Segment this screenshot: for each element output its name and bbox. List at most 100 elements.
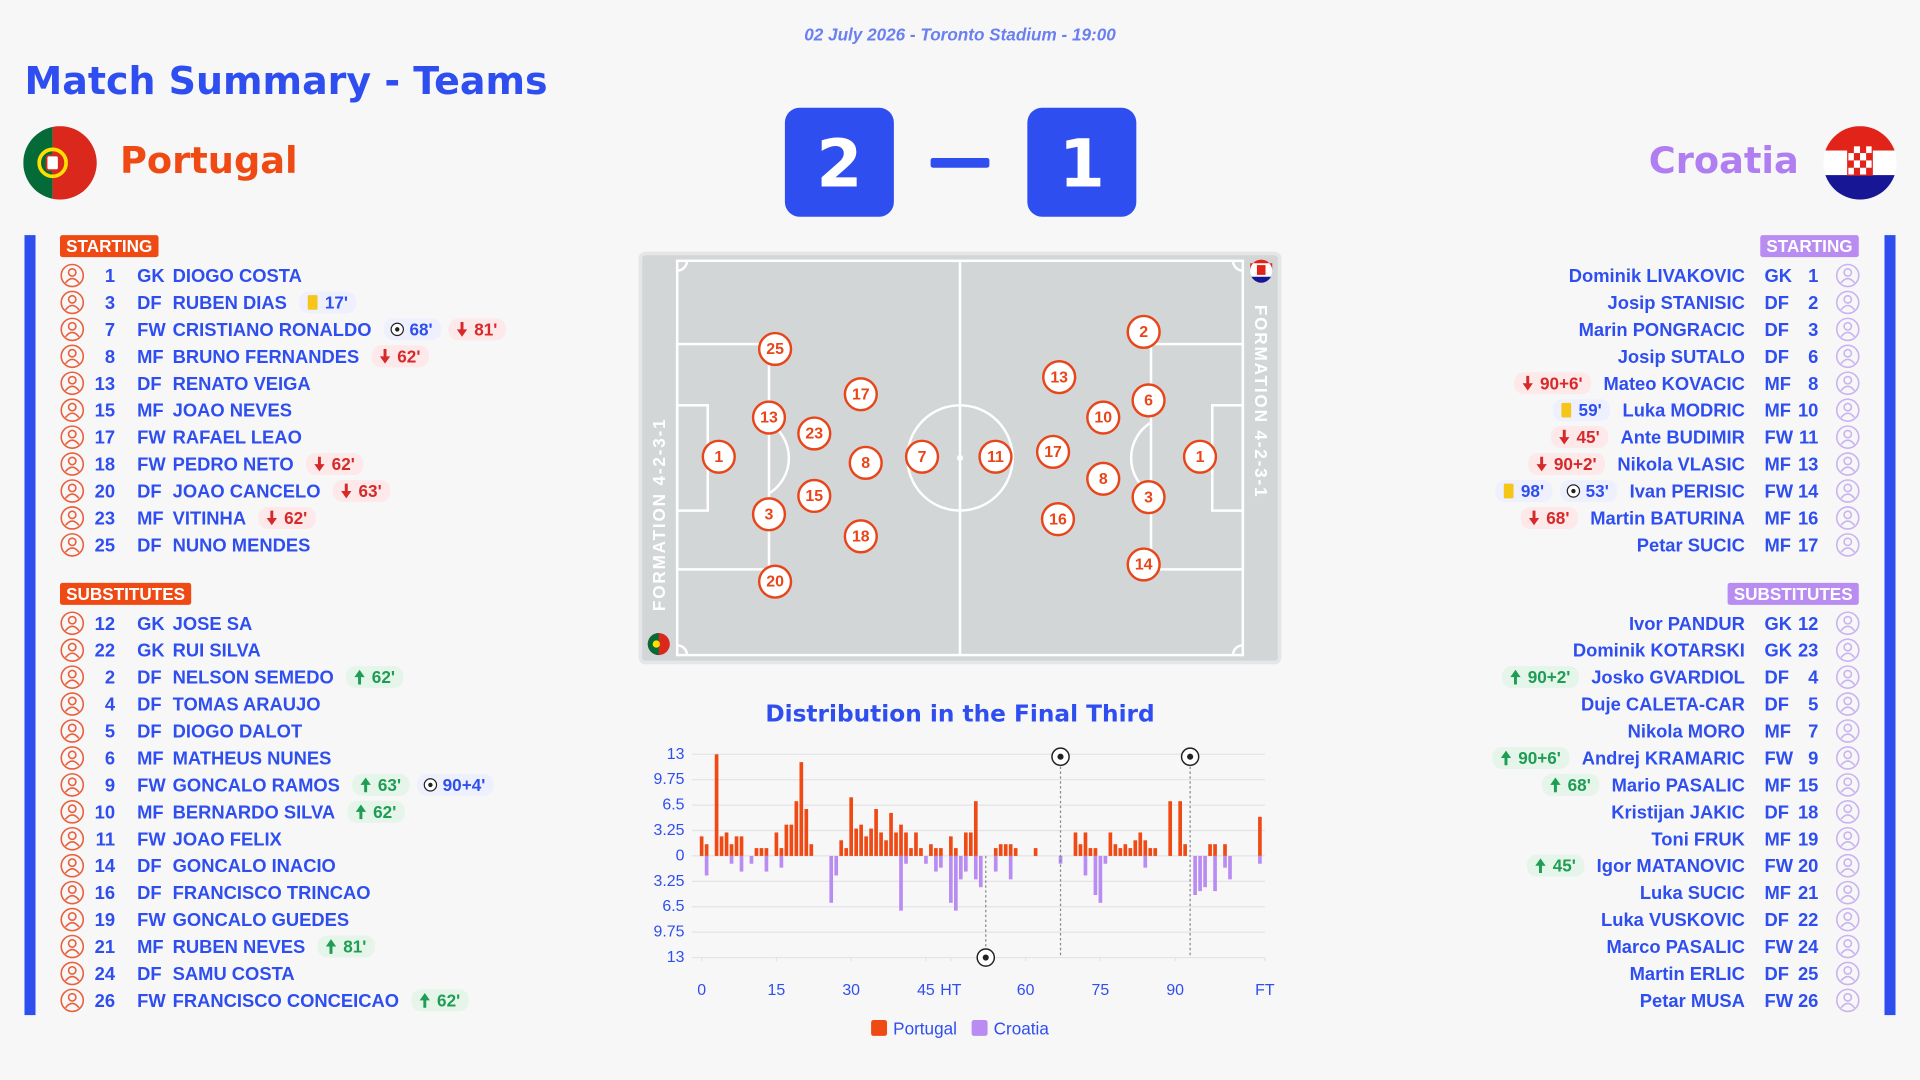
y-tick-label: 6.5 (662, 797, 684, 814)
player-number: 17 (1798, 534, 1818, 555)
pitch-player-number: 2 (1139, 324, 1148, 341)
home-team-name: Portugal (120, 139, 298, 182)
icon-head (1843, 885, 1853, 895)
icon-body (64, 439, 80, 446)
sub-off-arrow (1528, 510, 1540, 526)
icon-head (67, 723, 77, 733)
icon-head (1843, 669, 1853, 679)
bar (973, 801, 978, 856)
player-name: Josko GVARDIOL (1591, 667, 1745, 688)
icon-body (64, 625, 80, 632)
player-position: DF (1764, 801, 1788, 822)
player-icon (1835, 611, 1860, 636)
bar (934, 855, 938, 872)
icon-head (67, 429, 77, 439)
bar (809, 844, 814, 856)
player-icon (1835, 800, 1860, 824)
player-icon (1835, 826, 1860, 851)
bar (784, 824, 789, 856)
event-minute: 62' (373, 802, 396, 822)
player-name: Ivor PANDUR (1629, 613, 1745, 634)
icon-body (1840, 520, 1856, 526)
player-position: MF (1764, 373, 1791, 394)
player-position: FW (137, 319, 166, 340)
player-position: GK (137, 640, 165, 661)
player-name: RUBEN DIAS (173, 292, 287, 313)
sub-on-arrow (360, 777, 371, 793)
player-number: 23 (95, 507, 115, 528)
player-icon (1835, 506, 1860, 530)
away-score: 1 (1059, 126, 1105, 203)
icon-head (1843, 402, 1853, 412)
bar (1008, 855, 1013, 880)
player-icon (1835, 452, 1860, 476)
player-number: 7 (1808, 721, 1818, 742)
event-minute: 90+2' (1554, 454, 1597, 474)
player-icon (60, 344, 85, 369)
bar (1143, 840, 1148, 856)
bar (1003, 844, 1008, 856)
bar (779, 855, 784, 868)
icon-body (64, 304, 80, 311)
bar (1198, 855, 1202, 892)
icon-head (67, 642, 77, 652)
home-score: 2 (816, 126, 862, 203)
icon-ring (60, 638, 85, 663)
player-position: DF (1764, 963, 1788, 984)
bar (914, 832, 918, 856)
player-name: JOAO CANCELO (173, 481, 321, 502)
player-name: Kristijan JAKIC (1611, 801, 1745, 822)
y-tick-label: 0 (676, 847, 685, 864)
player-position: MF (1764, 507, 1791, 528)
event-badge: 45' (1527, 854, 1585, 877)
bar (904, 832, 908, 856)
player-name: Marin PONGRACIC (1579, 319, 1745, 340)
player-name: FRANCISCO CONCEICAO (173, 990, 399, 1011)
icon-head (67, 992, 77, 1002)
icon-head (1843, 510, 1853, 520)
icon-head (1843, 831, 1853, 841)
player-name: FRANCISCO TRINCAO (173, 882, 371, 903)
x-tick-label: 15 (768, 982, 786, 999)
player-number: 12 (1798, 613, 1818, 634)
player-name: RENATO VEIGA (173, 373, 311, 394)
player-name: Dominik KOTARSKI (1573, 640, 1745, 661)
icon-body (64, 706, 80, 712)
player-position: DF (137, 292, 161, 313)
player-name: RUBEN NEVES (173, 936, 306, 957)
mini-flag (647, 633, 670, 656)
player-number: 19 (95, 909, 115, 930)
event-badge: 90+2' (1502, 666, 1579, 689)
x-tick-label: 30 (842, 982, 860, 999)
x-tick-label: 90 (1166, 982, 1184, 999)
event-minute: 62' (437, 990, 460, 1010)
bar (1123, 844, 1128, 856)
bar (1083, 855, 1088, 876)
pitch-player-number: 25 (766, 341, 784, 358)
player-name: Nikola VLASIC (1617, 454, 1745, 475)
icon-ring (1835, 692, 1860, 716)
icon-head (67, 965, 77, 975)
icon-body (1840, 277, 1856, 284)
x-tick-label: 60 (1017, 982, 1035, 999)
bar (894, 832, 898, 856)
player-icon (1835, 665, 1860, 689)
pitch-player (1086, 461, 1121, 496)
icon-body (1840, 921, 1856, 928)
pitch-player-number: 1 (714, 449, 723, 466)
bar (849, 797, 854, 856)
bar (874, 809, 878, 856)
section-label: STARTING (60, 235, 159, 258)
icon-head (67, 348, 77, 358)
event-badge: 68' (383, 318, 442, 341)
player-position: GK (1764, 265, 1792, 286)
icon-body (1840, 760, 1856, 766)
player-position: DF (1764, 346, 1788, 367)
icon-ring (1835, 773, 1860, 797)
player-number: 25 (95, 534, 115, 555)
icon-ring (60, 452, 85, 476)
goal-marker-spot (1057, 753, 1064, 760)
bar (889, 812, 893, 856)
bar (963, 855, 968, 872)
bar (864, 836, 868, 856)
